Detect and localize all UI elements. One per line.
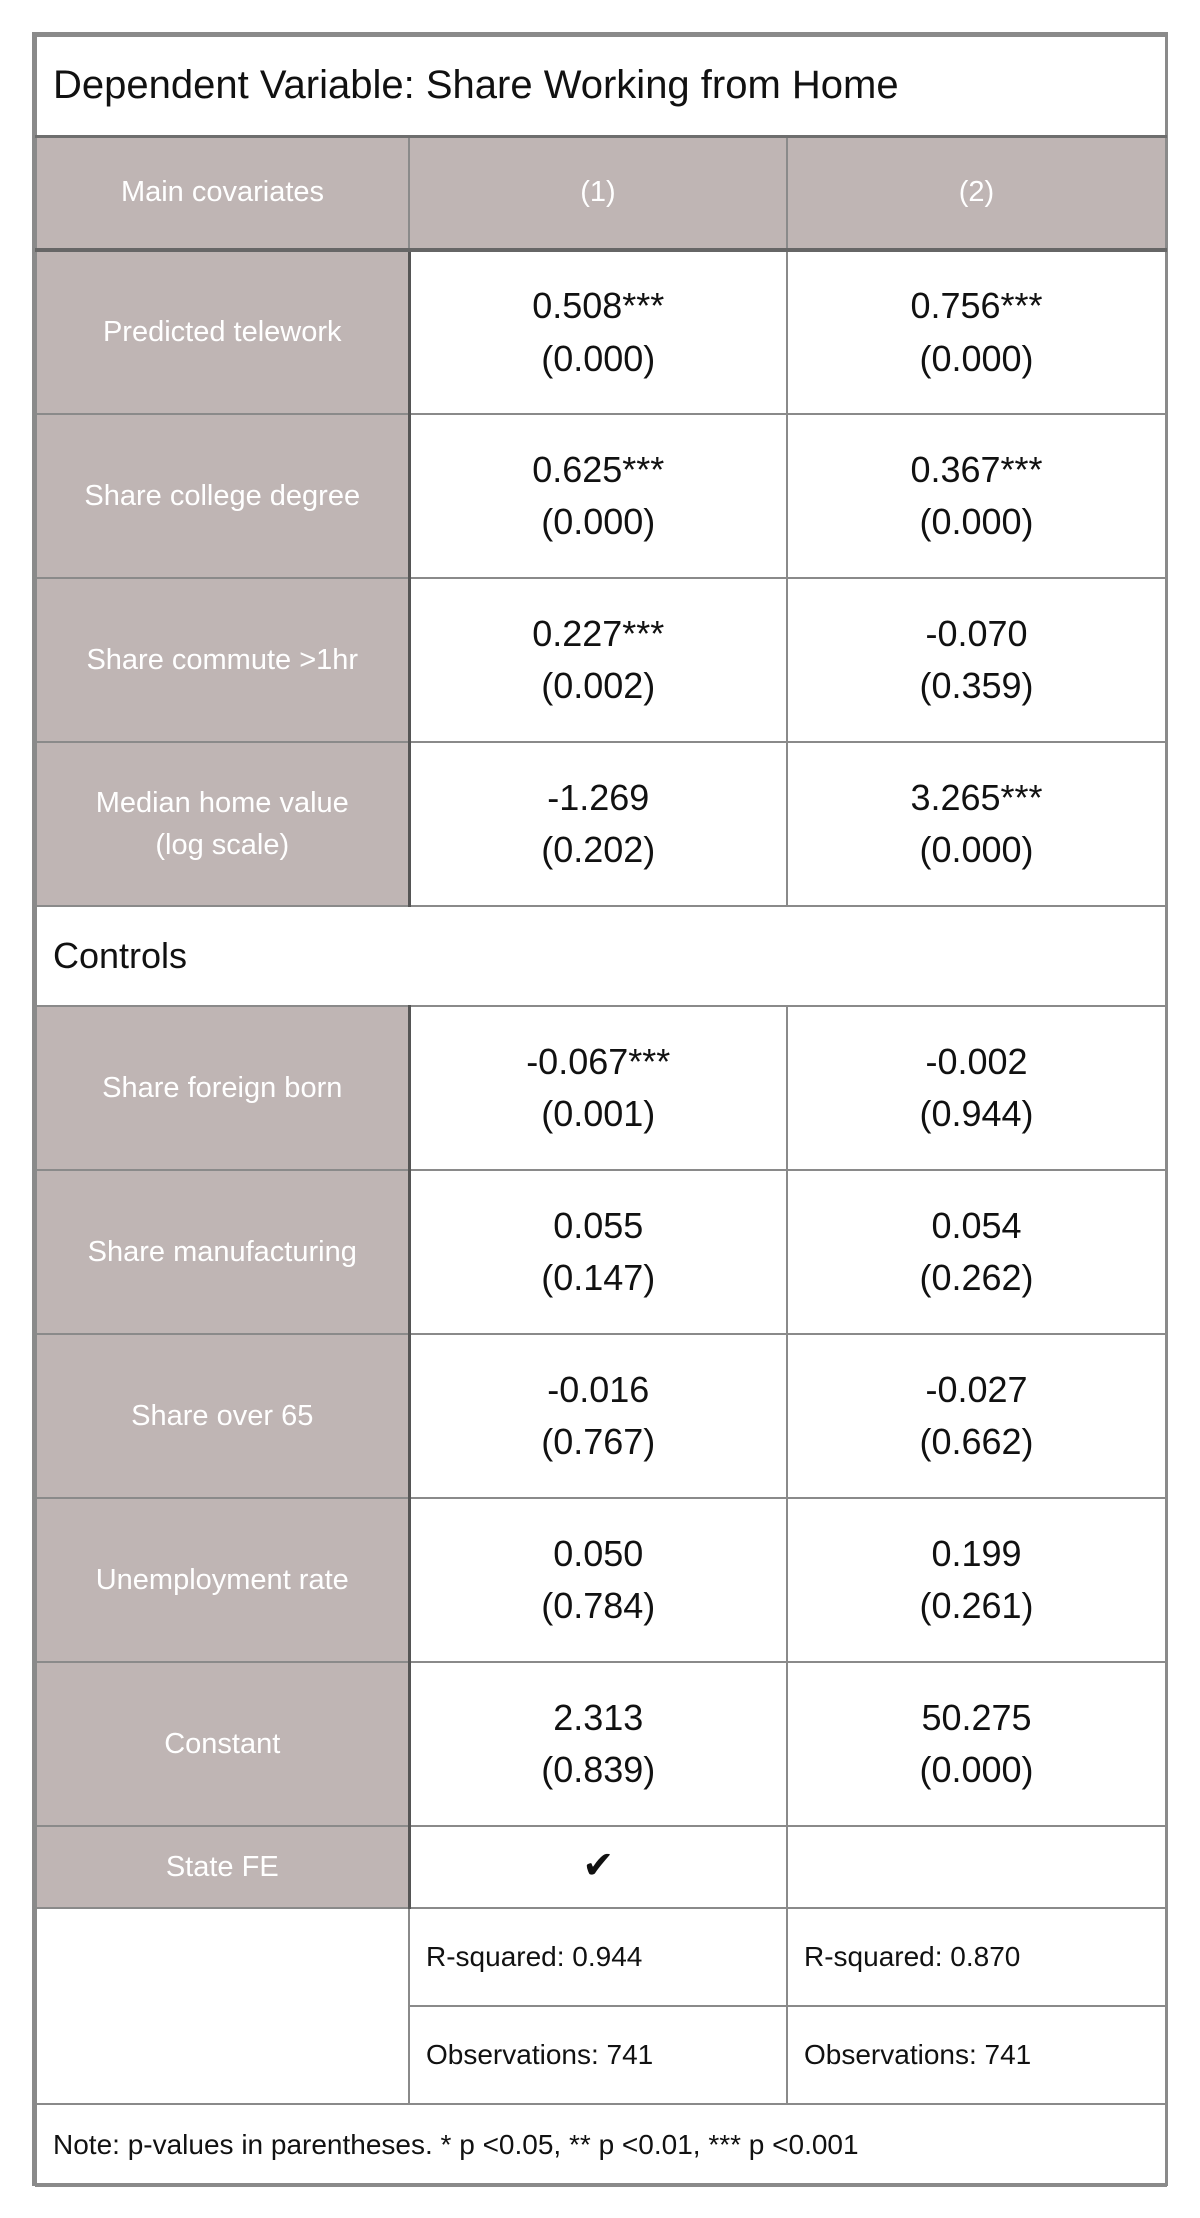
- coef-cell-col1: 0.625*** (0.000): [408, 413, 788, 579]
- state-fe-col1: ✔: [408, 1825, 788, 1909]
- title-row: Dependent Variable: Share Working from H…: [35, 35, 1167, 138]
- header-col-1: (1): [408, 135, 788, 252]
- table-row-share-foreign-born: Share foreign born -0.067*** (0.001) -0.…: [35, 1005, 1167, 1171]
- observations-col2: Observations: 741: [786, 2005, 1167, 2105]
- coef-value: -1.269: [547, 776, 650, 818]
- p-value: (0.262): [919, 1257, 1034, 1298]
- row-label: Median home value (log scale): [35, 741, 411, 907]
- p-value: (0.784): [541, 1585, 656, 1626]
- p-value: (0.147): [541, 1257, 656, 1298]
- p-value: (0.261): [919, 1585, 1034, 1626]
- table-row-share-over-65: Share over 65 -0.016 (0.767) -0.027 (0.6…: [35, 1333, 1167, 1499]
- coef-value: 0.055: [553, 1204, 644, 1246]
- header-main-covariates: Main covariates: [35, 135, 410, 252]
- coef-cell-col2: -0.002 (0.944): [786, 1005, 1167, 1171]
- row-label: Unemployment rate: [35, 1497, 411, 1663]
- row-label: Predicted telework: [35, 249, 411, 415]
- stats-blank-cell: [35, 1907, 410, 2105]
- row-label: Share manufacturing: [35, 1169, 411, 1335]
- p-value: (0.944): [919, 1093, 1034, 1134]
- table-row-median-home-value: Median home value (log scale) -1.269 (0.…: [35, 741, 1167, 907]
- coef-value: 50.275: [921, 1696, 1032, 1738]
- coef-cell-col1: -0.067*** (0.001): [408, 1005, 788, 1171]
- coef-value: 0.508***: [532, 285, 665, 327]
- coef-cell-col2: -0.027 (0.662): [786, 1333, 1167, 1499]
- table-row-observations: Observations: 741 Observations: 741: [36, 2005, 1167, 2105]
- row-label-line1: Median home value: [95, 786, 349, 819]
- coef-cell-col1: 0.055 (0.147): [408, 1169, 788, 1335]
- p-value: (0.359): [919, 665, 1034, 706]
- coef-value: 0.227***: [532, 612, 665, 654]
- coef-cell-col1: 0.050 (0.784): [408, 1497, 788, 1663]
- header-col-2: (2): [786, 135, 1167, 252]
- coef-value: 0.199: [931, 1532, 1022, 1574]
- coef-cell-col1: -0.016 (0.767): [408, 1333, 788, 1499]
- checkmark-icon: ✔: [582, 1845, 615, 1888]
- row-label: Share over 65: [35, 1333, 411, 1499]
- coef-cell-col1: 2.313 (0.839): [408, 1661, 788, 1827]
- r-squared-col2: R-squared: 0.870: [786, 1907, 1167, 2007]
- coef-value: 0.756***: [910, 285, 1043, 327]
- coef-value: 0.054: [931, 1204, 1022, 1246]
- coef-cell-col2: 0.199 (0.261): [786, 1497, 1167, 1663]
- coef-value: -0.070: [925, 612, 1028, 654]
- controls-section-row: Controls: [35, 905, 1167, 1007]
- state-fe-col2: [786, 1825, 1167, 1909]
- r-squared-col1: R-squared: 0.944: [408, 1907, 788, 2007]
- table-title: Dependent Variable: Share Working from H…: [35, 35, 1167, 138]
- p-value: (0.000): [541, 501, 656, 542]
- note-row: Note: p-values in parentheses. * p <0.05…: [35, 2103, 1167, 2187]
- p-value: (0.000): [919, 829, 1034, 870]
- table-row-unemployment-rate: Unemployment rate 0.050 (0.784) 0.199 (0…: [35, 1497, 1167, 1663]
- coef-cell-col1: 0.227*** (0.002): [408, 577, 788, 743]
- p-value: (0.000): [541, 337, 656, 379]
- row-label: State FE: [35, 1825, 411, 1909]
- regression-table-grid: Dependent Variable: Share Working from H…: [35, 35, 1167, 2187]
- coef-value: -0.002: [925, 1040, 1028, 1082]
- table-row-share-manufacturing: Share manufacturing 0.055 (0.147) 0.054 …: [35, 1169, 1167, 1335]
- p-value: (0.002): [541, 665, 656, 706]
- table-row-r-squared: R-squared: 0.944 R-squared: 0.870: [35, 1907, 1167, 2105]
- coef-cell-col1: 0.508*** (0.000): [408, 249, 788, 415]
- table-note: Note: p-values in parentheses. * p <0.05…: [35, 2103, 1167, 2187]
- table-row-constant: Constant 2.313 (0.839) 50.275 (0.000): [35, 1661, 1167, 1827]
- table-row-share-commute: Share commute >1hr 0.227*** (0.002) -0.0…: [35, 577, 1167, 743]
- controls-heading: Controls: [35, 905, 1167, 1007]
- row-label: Share commute >1hr: [35, 577, 411, 743]
- coef-value: -0.067***: [526, 1040, 671, 1082]
- coef-cell-col1: -1.269 (0.202): [408, 741, 788, 907]
- coef-cell-col2: 3.265*** (0.000): [786, 741, 1167, 907]
- coef-value: -0.027: [925, 1368, 1028, 1410]
- coef-value: 0.625***: [532, 448, 665, 490]
- p-value: (0.000): [919, 1749, 1034, 1790]
- p-value: (0.000): [919, 501, 1034, 542]
- table-row-predicted-telework: Predicted telework 0.508*** (0.000) 0.75…: [35, 249, 1167, 415]
- row-label: Constant: [35, 1661, 411, 1827]
- p-value: (0.202): [541, 829, 656, 870]
- table-row-share-college-degree: Share college degree 0.625*** (0.000) 0.…: [35, 413, 1167, 579]
- p-value: (0.662): [919, 1421, 1034, 1462]
- row-label: Share college degree: [35, 413, 411, 579]
- p-value: (0.001): [541, 1093, 656, 1134]
- coef-value: 3.265***: [910, 776, 1043, 818]
- p-value: (0.839): [541, 1749, 656, 1790]
- table-row-state-fe: State FE ✔: [35, 1825, 1167, 1909]
- coef-cell-col2: 0.756*** (0.000): [786, 249, 1167, 415]
- coef-cell-col2: -0.070 (0.359): [786, 577, 1167, 743]
- coef-value: 0.050: [553, 1532, 644, 1574]
- row-label: Share foreign born: [35, 1005, 411, 1171]
- coef-value: 0.367***: [910, 448, 1043, 490]
- p-value: (0.000): [919, 337, 1034, 379]
- p-value: (0.767): [541, 1421, 656, 1462]
- coef-value: -0.016: [547, 1368, 650, 1410]
- coef-cell-col2: 50.275 (0.000): [786, 1661, 1167, 1827]
- regression-table: Dependent Variable: Share Working from H…: [32, 32, 1168, 2187]
- coef-cell-col2: 0.054 (0.262): [786, 1169, 1167, 1335]
- coef-cell-col2: 0.367*** (0.000): [786, 413, 1167, 579]
- observations-col1: Observations: 741: [408, 2005, 788, 2105]
- row-label-line2: (log scale): [155, 829, 290, 861]
- coef-value: 2.313: [553, 1696, 644, 1738]
- header-row: Main covariates (1) (2): [35, 135, 1167, 252]
